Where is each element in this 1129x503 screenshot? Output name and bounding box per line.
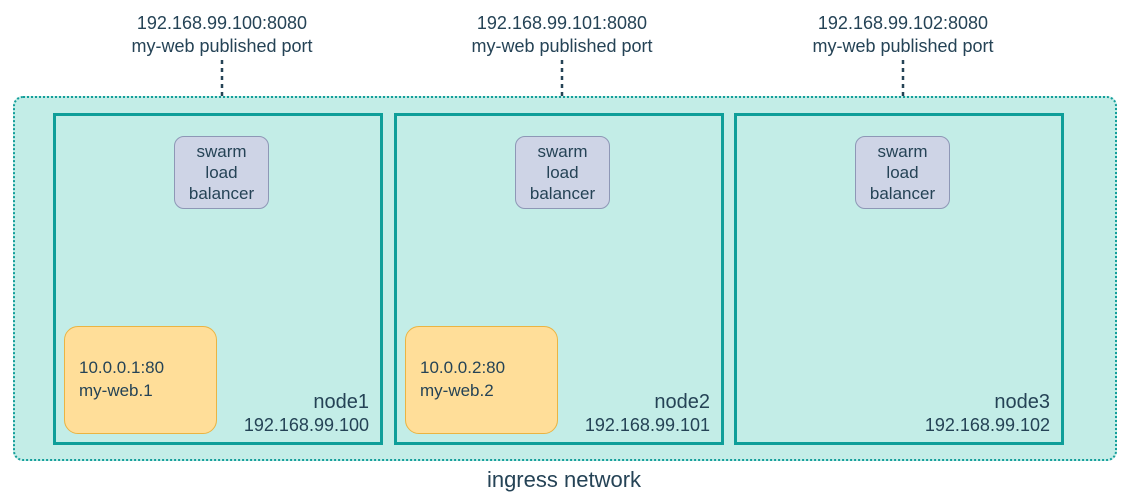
published-port-ip: 192.168.99.101:8080 xyxy=(422,12,702,35)
lb-line: swarm xyxy=(175,141,268,162)
lb-line: swarm xyxy=(516,141,609,162)
node3-ip: 192.168.99.102 xyxy=(734,415,1050,436)
node2-name: node2 xyxy=(394,391,710,414)
node1-ip: 192.168.99.100 xyxy=(53,415,369,436)
published-port-ip: 192.168.99.102:8080 xyxy=(763,12,1043,35)
service-ip: 10.0.0.2:80 xyxy=(420,357,557,380)
node3-load-balancer: swarmloadbalancer xyxy=(855,136,950,209)
node2-load-balancer: swarmloadbalancer xyxy=(515,136,610,209)
published-port-desc: my-web published port xyxy=(82,35,362,58)
node1-published-port-label: 192.168.99.100:8080my-web published port xyxy=(82,12,362,59)
node1-load-balancer: swarmloadbalancer xyxy=(174,136,269,209)
node2-published-port-label: 192.168.99.101:8080my-web published port xyxy=(422,12,702,59)
lb-line: balancer xyxy=(516,183,609,204)
lb-line: balancer xyxy=(856,183,949,204)
lb-line: load xyxy=(856,162,949,183)
lb-line: load xyxy=(175,162,268,183)
ingress-network-label: ingress network xyxy=(414,467,714,493)
node2-ip: 192.168.99.101 xyxy=(394,415,710,436)
service-ip: 10.0.0.1:80 xyxy=(79,357,216,380)
published-port-desc: my-web published port xyxy=(422,35,702,58)
lb-line: load xyxy=(516,162,609,183)
node1-name: node1 xyxy=(53,391,369,414)
lb-line: balancer xyxy=(175,183,268,204)
lb-line: swarm xyxy=(856,141,949,162)
diagram-stage: 192.168.99.100:8080my-web published port… xyxy=(0,0,1129,503)
node3-published-port-label: 192.168.99.102:8080my-web published port xyxy=(763,12,1043,59)
published-port-ip: 192.168.99.100:8080 xyxy=(82,12,362,35)
published-port-desc: my-web published port xyxy=(763,35,1043,58)
node3-name: node3 xyxy=(734,391,1050,414)
